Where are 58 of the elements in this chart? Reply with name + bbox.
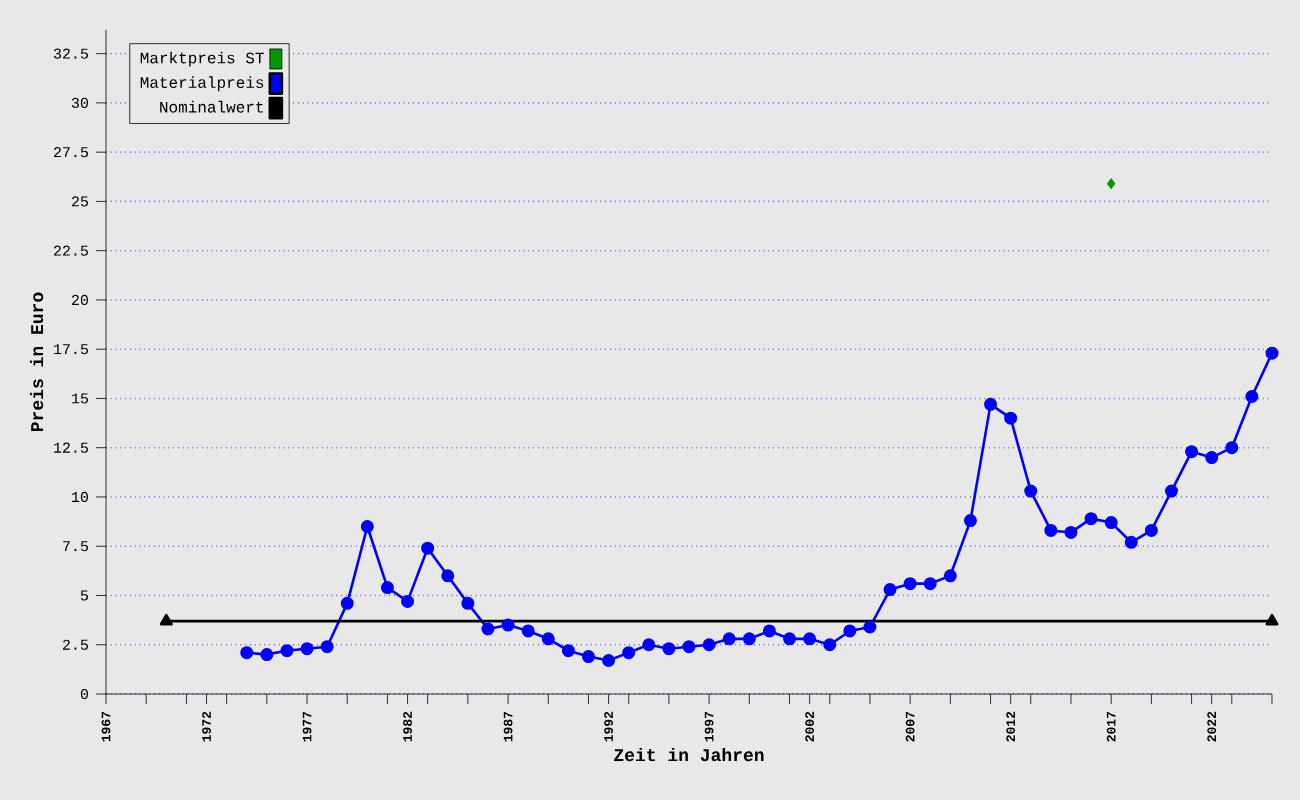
point (1164, 484, 1178, 498)
point (1104, 516, 1118, 530)
point (642, 638, 656, 652)
legend-label: Marktpreis ST (140, 51, 264, 67)
point (581, 650, 595, 664)
point (1205, 451, 1219, 465)
point (1245, 389, 1259, 403)
point (481, 622, 495, 636)
point (441, 569, 455, 583)
point (1265, 346, 1279, 360)
point (360, 520, 374, 534)
point (943, 569, 957, 583)
point (260, 648, 274, 662)
point (883, 583, 897, 597)
legend-label: Materialpreis (140, 76, 264, 92)
point (984, 397, 998, 411)
point (722, 632, 736, 646)
point (762, 624, 776, 638)
point (662, 642, 676, 656)
point (541, 632, 555, 646)
point (461, 596, 475, 610)
point (280, 644, 294, 658)
point (1024, 484, 1038, 498)
point (380, 581, 394, 595)
point (903, 577, 917, 591)
point (783, 632, 797, 646)
point (320, 640, 334, 654)
point (963, 514, 977, 528)
point (421, 541, 435, 555)
x-axis-title: Zeit in Jahren (614, 748, 764, 762)
point (1225, 441, 1239, 455)
point (863, 620, 877, 634)
point (401, 594, 415, 608)
point (622, 646, 636, 660)
point (501, 618, 515, 632)
point (742, 632, 756, 646)
point (702, 638, 716, 652)
point (1185, 445, 1199, 459)
point (521, 624, 535, 638)
point (240, 646, 254, 660)
point (1064, 525, 1078, 539)
point (1124, 535, 1138, 549)
point (1004, 411, 1018, 425)
y-axis-title: Preis in Euro (29, 292, 44, 432)
point (1144, 523, 1158, 537)
point (300, 642, 314, 656)
point (561, 644, 575, 658)
point (1044, 523, 1058, 537)
point (823, 638, 837, 652)
point (602, 654, 616, 668)
point (1084, 512, 1098, 526)
point (803, 632, 817, 646)
point (923, 577, 937, 591)
legend-label: Nominalwert (160, 100, 263, 113)
point (843, 624, 857, 638)
point (340, 596, 354, 610)
point (682, 640, 696, 654)
point (1106, 178, 1116, 190)
